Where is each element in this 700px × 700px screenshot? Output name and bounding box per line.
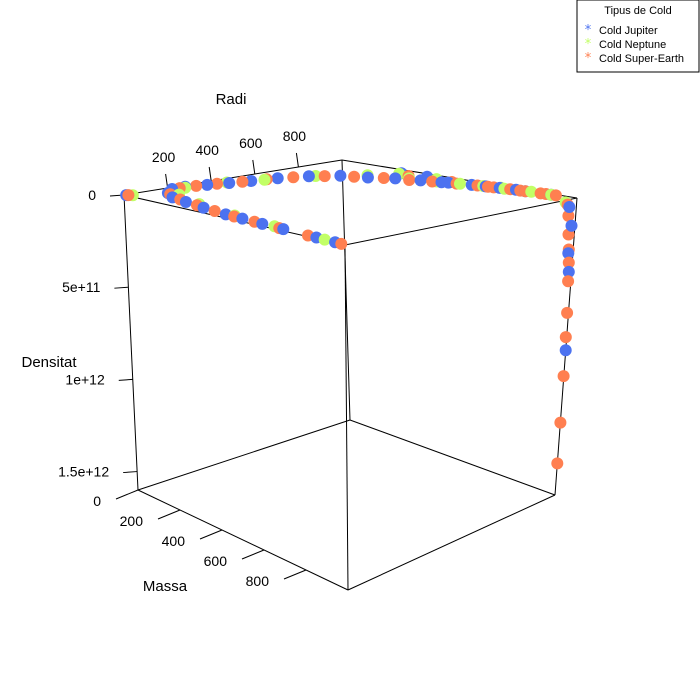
y-tick-mark [252, 159, 256, 175]
z-tick-label: 5e+11 [62, 279, 100, 295]
z-tick-mark [114, 286, 129, 289]
data-point [208, 205, 221, 217]
axis-ticks: 0 200 400 600 800 200 400 600 800 0 5e+11 1e+12 1.5e… [58, 128, 306, 589]
box-edge [344, 244, 349, 591]
data-point [562, 275, 575, 288]
data-point [211, 177, 223, 190]
z-tick-mark [118, 378, 133, 381]
data-point [179, 196, 192, 208]
data-point [562, 265, 575, 278]
data-point [554, 416, 567, 429]
data-point [223, 177, 236, 189]
y-tick-mark [208, 166, 212, 182]
box-edge [349, 419, 556, 496]
x-tick-mark [283, 569, 307, 580]
y-tick-label: 600 [239, 135, 263, 151]
data-point [557, 370, 570, 383]
box-edge [341, 159, 351, 421]
data-point [551, 457, 564, 470]
data-point [377, 172, 390, 184]
box-edge [137, 489, 349, 591]
x-tick-mark [115, 489, 139, 500]
y-tick-mark [295, 152, 299, 168]
plot-box [123, 159, 578, 591]
data-point [236, 212, 249, 225]
data-point [335, 237, 348, 250]
legend-title: Tipus de Cold [604, 5, 671, 17]
data-point [562, 247, 575, 260]
z-tick-mark [123, 471, 138, 474]
data-point [562, 256, 575, 269]
x-tick-mark [241, 549, 265, 560]
legend-label: Cold Jupiter [599, 25, 658, 37]
y-tick-label: 200 [152, 149, 176, 165]
legend-symbol: * [585, 37, 592, 52]
data-point [302, 170, 315, 183]
data-point [562, 209, 575, 222]
z-tick-label: 0 [88, 187, 96, 203]
data-point [334, 169, 347, 182]
z-tick-label: 1e+12 [65, 371, 105, 387]
data-point [245, 175, 258, 187]
box-edge [123, 159, 343, 196]
data-point [559, 344, 572, 357]
box-edge [123, 194, 139, 491]
data-point [197, 201, 210, 214]
data-point [277, 223, 290, 236]
data-point [190, 179, 203, 192]
data-point [348, 170, 361, 183]
data-point [525, 185, 538, 198]
x-tick-label: 400 [162, 533, 186, 549]
y-axis-title: Radi [216, 91, 247, 108]
data-point [318, 170, 331, 183]
x-axis-title: Massa [143, 578, 188, 595]
data-point [318, 233, 331, 246]
data-point [549, 189, 562, 202]
legend-entries: * Cold Jupiter * Cold Neptune * Cold Super-Ea… [585, 23, 684, 66]
data-point [559, 331, 572, 344]
data-point [426, 175, 439, 188]
data-point [454, 177, 466, 190]
data-point [565, 219, 578, 232]
y-tick-label: 800 [283, 128, 307, 144]
data-point [561, 306, 574, 319]
x-tick-label: 800 [246, 573, 270, 589]
data-point [256, 217, 269, 230]
data-point [361, 171, 374, 184]
z-tick-label: 1.5e+12 [58, 464, 109, 480]
data-points [120, 167, 578, 470]
x-tick-mark [157, 509, 181, 520]
data-point [287, 171, 300, 184]
legend-box [576, 0, 700, 73]
box-edge [347, 494, 556, 591]
legend: Tipus de Cold * Cold Jupiter * Cold Neptune… [576, 0, 700, 73]
data-point [403, 174, 416, 186]
data-point [236, 175, 249, 188]
x-tick-label: 200 [120, 513, 144, 529]
data-point [414, 174, 427, 187]
data-point [563, 201, 576, 213]
legend-label: Cold Neptune [599, 39, 666, 51]
data-point [271, 172, 284, 185]
data-point [201, 178, 214, 191]
x-tick-label: 600 [204, 553, 228, 569]
legend-label: Cold Super-Earth [599, 53, 684, 65]
data-point [122, 189, 135, 202]
z-axis-title: Densitat [21, 354, 77, 371]
box-edge [137, 419, 351, 491]
x-tick-label: 0 [93, 493, 101, 509]
box-edge [344, 197, 578, 246]
data-point [389, 172, 402, 185]
legend-symbol: * [585, 51, 592, 66]
legend-symbol: * [585, 23, 592, 38]
y-tick-label: 400 [196, 142, 220, 158]
data-point [258, 173, 271, 186]
x-tick-mark [199, 529, 223, 540]
